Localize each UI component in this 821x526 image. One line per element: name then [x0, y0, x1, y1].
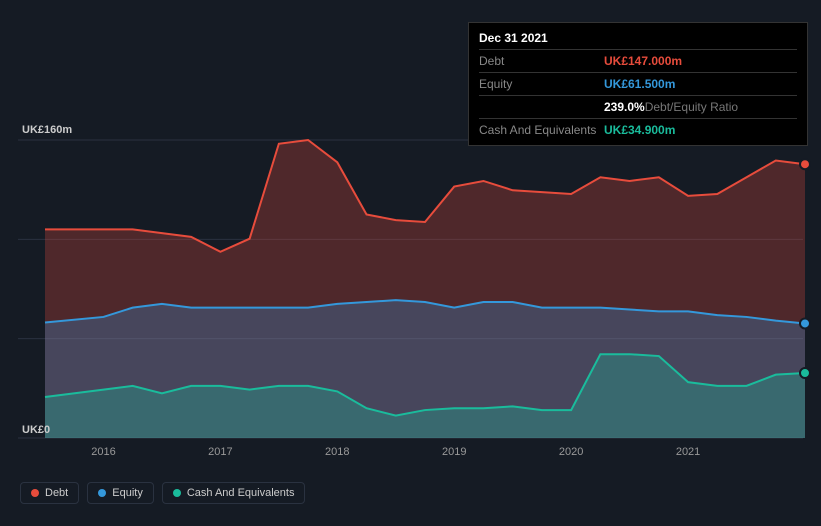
legend: Debt Equity Cash And Equivalents: [20, 482, 305, 504]
x-axis-tick: 2019: [442, 446, 466, 458]
tooltip-value: UK£147.000m: [604, 52, 682, 70]
legend-dot-icon: [173, 489, 181, 497]
x-axis-tick: 2021: [676, 446, 700, 458]
tooltip: Dec 31 2021DebtUK£147.000mEquityUK£61.50…: [468, 22, 808, 146]
legend-label: Debt: [45, 487, 68, 499]
tooltip-value: 239.0%: [604, 98, 645, 116]
tooltip-label: Debt: [479, 52, 604, 70]
series-end-marker: [800, 159, 810, 169]
legend-dot-icon: [31, 489, 39, 497]
series-end-marker: [800, 318, 810, 328]
y-axis-min-label: UK£0: [22, 424, 50, 436]
legend-item[interactable]: Cash And Equivalents: [162, 482, 306, 504]
legend-item[interactable]: Equity: [87, 482, 154, 504]
tooltip-label: Equity: [479, 75, 604, 93]
legend-label: Equity: [112, 487, 143, 499]
tooltip-row: 239.0% Debt/Equity Ratio: [479, 98, 797, 116]
tooltip-row: DebtUK£147.000m: [479, 52, 797, 70]
tooltip-label: [479, 98, 604, 116]
chart-container: UK£160m UK£0 2016 2017 2018 2019 2020 2021 Debt E…: [0, 0, 821, 526]
y-axis-max-label: UK£160m: [22, 124, 72, 136]
x-axis-tick: 2016: [91, 446, 115, 458]
tooltip-row: EquityUK£61.500m: [479, 75, 797, 93]
x-axis-tick: 2017: [208, 446, 232, 458]
tooltip-row: Cash And EquivalentsUK£34.900m: [479, 121, 797, 139]
tooltip-suffix: Debt/Equity Ratio: [645, 98, 738, 116]
legend-label: Cash And Equivalents: [187, 487, 295, 499]
x-axis-tick: 2020: [559, 446, 583, 458]
tooltip-value: UK£61.500m: [604, 75, 675, 93]
series-end-marker: [800, 368, 810, 378]
legend-item[interactable]: Debt: [20, 482, 79, 504]
legend-dot-icon: [98, 489, 106, 497]
tooltip-label: Cash And Equivalents: [479, 121, 604, 139]
x-axis-tick: 2018: [325, 446, 349, 458]
tooltip-date: Dec 31 2021: [479, 29, 797, 47]
tooltip-value: UK£34.900m: [604, 121, 675, 139]
